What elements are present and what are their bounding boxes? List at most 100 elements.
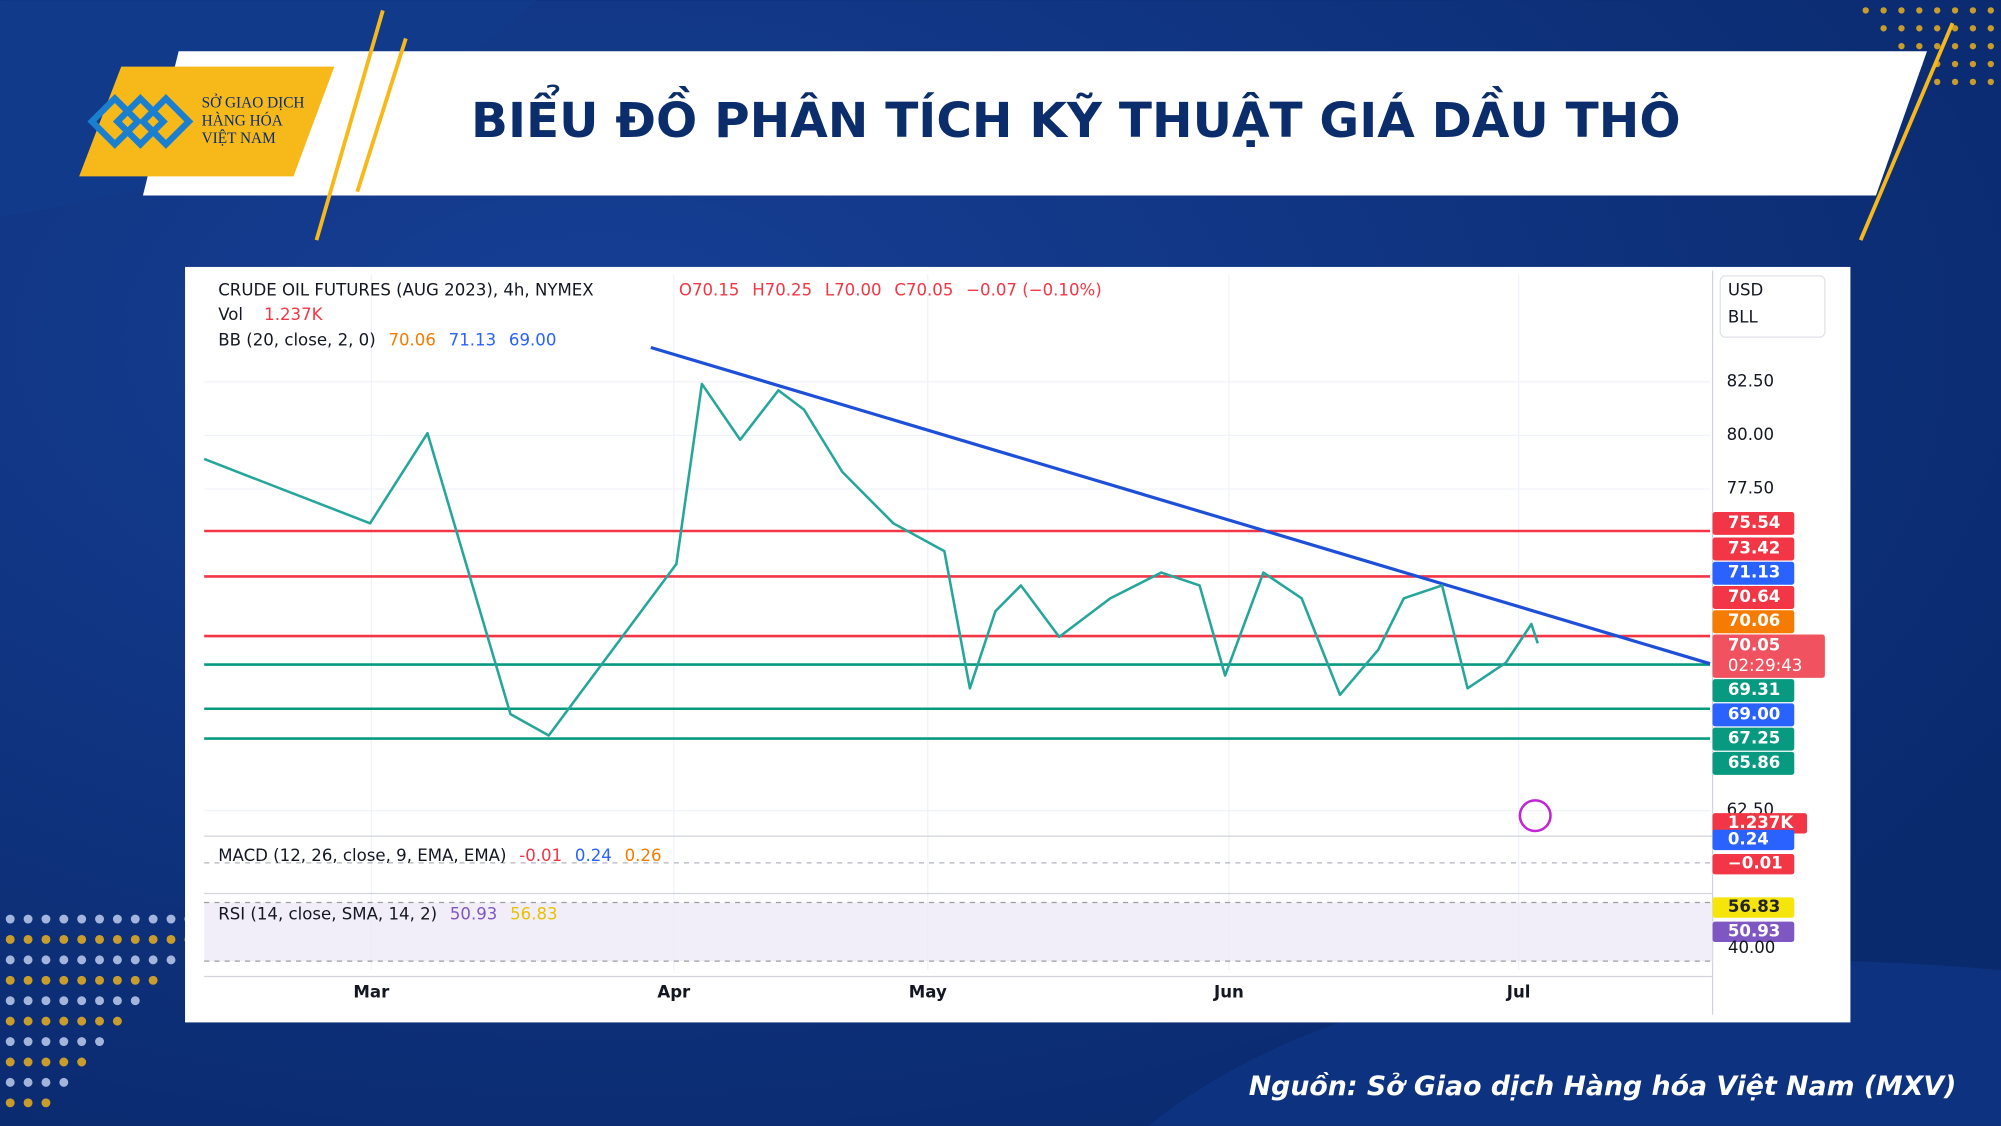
dot: [59, 955, 69, 965]
dot: [130, 975, 140, 985]
dot: [41, 1057, 51, 1067]
dot: [23, 1098, 33, 1108]
macd-tag-label: −0.01: [1728, 854, 1783, 873]
dot: [1969, 60, 1977, 68]
price-tag-label: 69.31: [1728, 680, 1780, 699]
dot: [166, 914, 176, 924]
bb-label: BB (20, close, 2, 0): [218, 330, 375, 349]
y-tick-label: 80.00: [1727, 425, 1774, 444]
volume-tag-label: 1.237K: [1728, 813, 1794, 832]
ohlc-value: H70.25: [752, 281, 812, 300]
ohlc-value: C70.05: [894, 281, 953, 300]
dot: [95, 996, 105, 1006]
dot: [5, 955, 15, 965]
x-tick-label: Jun: [1213, 983, 1244, 1002]
currency: BLL: [1728, 307, 1759, 326]
dot: [59, 934, 69, 944]
dot: [130, 914, 140, 924]
dot: [1987, 42, 1994, 50]
dot: [1934, 25, 1941, 32]
dot: [166, 955, 176, 965]
dot: [41, 1077, 51, 1087]
ohlc-value: −0.07 (−0.10%): [966, 281, 1102, 300]
logo-mark: [87, 93, 194, 149]
header-banner: [142, 51, 1927, 196]
rsi-value: 56.83: [510, 905, 557, 924]
dot: [1951, 60, 1959, 68]
x-tick-label: Mar: [353, 983, 390, 1002]
price-tag: [1712, 679, 1795, 703]
ohlc-value: O70.15: [679, 281, 740, 300]
dot: [77, 975, 87, 985]
dot: [112, 975, 122, 985]
dot: [1987, 7, 1994, 14]
dot: [77, 1057, 87, 1067]
dot: [1880, 7, 1887, 14]
dot: [23, 996, 33, 1006]
dot: [95, 955, 105, 965]
alert-icon: [1518, 799, 1552, 833]
price-tag: [1712, 727, 1795, 751]
dot: [77, 1016, 87, 1026]
dot: [95, 1037, 105, 1047]
price-tag: [1712, 561, 1795, 585]
dot: [1934, 42, 1941, 50]
dot: [1987, 25, 1994, 32]
ohlc-value: L70.00: [825, 281, 882, 300]
dot: [59, 1077, 69, 1087]
dot: [1898, 7, 1905, 14]
rsi-tick: 40.00: [1728, 938, 1775, 957]
dot: [59, 914, 69, 924]
chart-panel: [185, 266, 1851, 1023]
price-tag: [1712, 537, 1795, 561]
price-tag: [1712, 610, 1795, 634]
price-tag-label: 70.06: [1728, 611, 1780, 630]
dot: [41, 1037, 51, 1047]
rsi-band: [204, 902, 1713, 962]
x-tick-label: Apr: [657, 983, 691, 1002]
dot: [148, 934, 158, 944]
rsi-tag-label: 56.83: [1728, 897, 1780, 916]
dot: [41, 934, 51, 944]
dot: [23, 914, 33, 924]
dot: [77, 914, 87, 924]
dot: [1880, 25, 1887, 32]
dot: [1951, 7, 1959, 14]
dot: [1916, 25, 1923, 32]
dot: [148, 955, 158, 965]
dot: [23, 1016, 33, 1026]
dot: [1969, 78, 1977, 86]
rsi-value: 50.93: [450, 905, 497, 924]
dot: [59, 975, 69, 985]
dot: [5, 996, 15, 1006]
dot: [23, 1057, 33, 1067]
dot: [41, 1016, 51, 1026]
price-line: [203, 382, 1539, 737]
bb-value: 70.06: [388, 330, 435, 349]
price-tag-label: 75.54: [1728, 513, 1780, 532]
dot: [1951, 25, 1959, 32]
volume-label: Vol: [218, 305, 243, 324]
dot: [1898, 42, 1905, 50]
dot: [5, 914, 15, 924]
dot: [77, 996, 87, 1006]
dot: [77, 955, 87, 965]
dot: [112, 996, 122, 1006]
rsi-tag-label: 50.93: [1728, 921, 1780, 940]
dot: [1951, 42, 1959, 50]
accent: [314, 9, 385, 241]
dot: [1987, 60, 1994, 68]
dot: [1916, 42, 1923, 50]
logo-text: VIỆT NAM: [202, 130, 276, 147]
dot: [148, 914, 158, 924]
dot: [5, 1077, 15, 1087]
dot: [59, 1037, 69, 1047]
volume-tag: [1712, 813, 1808, 834]
rsi-label: RSI (14, close, SMA, 14, 2): [218, 905, 437, 924]
dot: [1969, 42, 1977, 50]
price-tag: [1712, 511, 1795, 535]
price-tag-label: 67.25: [1728, 729, 1780, 748]
countdown: 02:29:43: [1728, 656, 1802, 675]
chart-title: CRUDE OIL FUTURES (AUG 2023), 4h, NYMEX: [218, 281, 593, 300]
currency-box: [1719, 275, 1826, 338]
